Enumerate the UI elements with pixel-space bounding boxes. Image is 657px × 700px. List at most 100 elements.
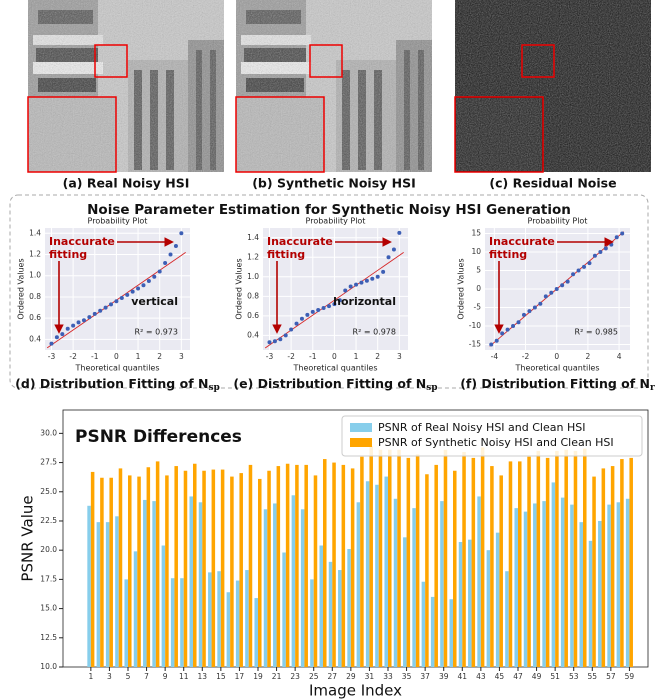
bar <box>629 457 633 667</box>
bar <box>560 497 565 667</box>
bar <box>100 477 104 667</box>
x-tick-label: 27 <box>328 672 338 681</box>
x-tick-label: 57 <box>606 672 616 681</box>
y-tick-label: 0.8 <box>29 292 41 301</box>
point <box>294 321 299 326</box>
bar <box>137 476 141 667</box>
bar <box>105 522 110 667</box>
y-tick-label: 30.0 <box>40 428 57 437</box>
bar <box>220 469 225 667</box>
bar <box>165 475 169 667</box>
point <box>543 294 548 299</box>
y-tick-label: 1.0 <box>247 272 259 281</box>
x-tick-label: -3 <box>266 352 274 361</box>
panel-title: Noise Parameter Estimation for Synthetic… <box>87 202 571 218</box>
point <box>381 269 386 274</box>
image-b <box>235 0 432 173</box>
bar <box>332 462 336 667</box>
y-axis-label: Ordered Values <box>457 258 466 319</box>
x-tick-label: 55 <box>588 672 598 681</box>
point <box>598 250 603 255</box>
x-tick-label: 53 <box>569 672 579 681</box>
bar <box>388 449 392 667</box>
point <box>516 320 521 325</box>
y-tick-label: 0.4 <box>29 334 41 343</box>
point <box>370 276 375 281</box>
x-tick-label: 2 <box>157 352 162 361</box>
x-tick-label: 33 <box>383 672 393 681</box>
y-tick-label: -15 <box>469 339 481 348</box>
x-tick-label: 15 <box>216 672 226 681</box>
point <box>81 318 86 323</box>
x-tick-label: 41 <box>458 672 468 681</box>
point <box>114 299 119 304</box>
annotation: fitting <box>49 248 87 261</box>
x-tick-label: 0 <box>114 352 119 361</box>
annotation: fitting <box>267 248 305 261</box>
point <box>359 280 364 285</box>
point <box>582 264 587 269</box>
y-tick-label: 0.6 <box>29 313 41 322</box>
bar <box>533 503 537 667</box>
point <box>571 272 576 277</box>
annotation: vertical <box>131 295 178 308</box>
point <box>125 292 130 297</box>
bar <box>295 464 299 667</box>
y-tick-label: 27.5 <box>40 458 57 467</box>
bar <box>514 508 518 667</box>
bar <box>527 456 531 667</box>
x-tick-label: -2 <box>69 352 77 361</box>
x-tick-label: 1 <box>88 672 93 681</box>
point <box>98 308 103 313</box>
point <box>620 231 625 236</box>
bar <box>369 446 373 667</box>
caption-text: (e) Distribution Fitting of N <box>233 376 426 391</box>
y-axis-label: Ordered Values <box>235 258 244 319</box>
point <box>267 340 272 345</box>
bar <box>421 581 426 667</box>
bar <box>189 496 193 667</box>
caption-text: (f) Distribution Fitting of N <box>460 376 650 391</box>
point <box>554 287 559 291</box>
y-tick-label: 20.0 <box>40 545 57 554</box>
x-tick-label: 4 <box>617 352 622 361</box>
point <box>136 286 141 291</box>
x-axis-label: Theoretical quantiles <box>74 364 159 373</box>
y-tick-label: 5 <box>476 266 481 275</box>
bar <box>365 481 370 667</box>
bar <box>143 499 147 667</box>
bar <box>486 550 491 667</box>
y-tick-label: 10.0 <box>40 662 57 671</box>
bar <box>545 457 550 667</box>
point <box>527 309 532 314</box>
bar <box>542 501 546 667</box>
bar <box>412 508 416 667</box>
x-tick-label: 31 <box>365 672 375 681</box>
y-tick-label: 17.5 <box>40 574 57 583</box>
annotation: Inaccurate <box>489 235 555 248</box>
bar <box>128 475 132 667</box>
bar <box>499 475 503 667</box>
bar <box>338 570 342 667</box>
point <box>179 231 184 236</box>
point <box>494 338 499 343</box>
annotation: horizontal <box>333 295 396 308</box>
bar <box>592 476 596 667</box>
point <box>397 230 402 235</box>
bar <box>356 502 361 667</box>
bar <box>350 468 355 667</box>
bar <box>226 592 231 667</box>
bar <box>285 463 290 667</box>
point <box>65 326 70 331</box>
x-axis-label: Theoretical quantiles <box>292 364 377 373</box>
bar <box>267 470 271 667</box>
bar <box>425 474 429 667</box>
bar <box>313 475 318 667</box>
bar <box>310 579 314 667</box>
bar <box>449 599 453 667</box>
legend-label: PSNR of Synthetic Noisy HSI and Clean HS… <box>378 436 614 449</box>
point <box>278 337 283 342</box>
r-squared: R² = 0.978 <box>353 328 396 337</box>
point <box>609 242 614 247</box>
